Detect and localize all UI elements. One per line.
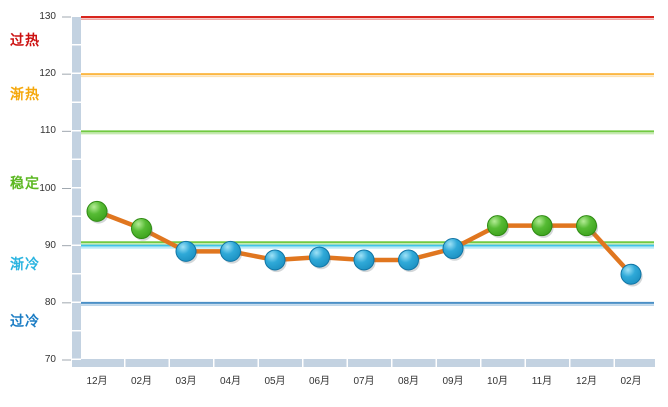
x-tick-label: 10月 bbox=[486, 376, 509, 387]
data-point-02月[interactable] bbox=[620, 263, 642, 285]
x-tick-label: 12月 bbox=[86, 376, 108, 387]
x-tick-label: 03月 bbox=[175, 376, 197, 387]
data-point-06月[interactable] bbox=[309, 246, 330, 268]
zone-label: 过冷 bbox=[10, 313, 40, 330]
y-tick-label: 70 bbox=[44, 354, 56, 365]
data-point-12月[interactable] bbox=[86, 200, 108, 222]
y-tick-label: 110 bbox=[40, 125, 56, 137]
data-point-02月[interactable] bbox=[131, 218, 152, 240]
data-point-11月[interactable] bbox=[531, 215, 553, 237]
x-tick-label: 02月 bbox=[130, 376, 153, 387]
x-tick-label: 11月 bbox=[531, 376, 553, 387]
y-tick-label: 130 bbox=[39, 11, 56, 22]
x-tick-label: 05月 bbox=[264, 376, 286, 387]
x-tick-label: 02月 bbox=[620, 376, 642, 387]
y-tick-label: 90 bbox=[44, 239, 56, 251]
y-tick-label: 120 bbox=[39, 68, 56, 80]
x-tick-label: 12月 bbox=[575, 376, 598, 387]
x-tick-label: 09月 bbox=[442, 376, 464, 387]
x-tick-label: 07月 bbox=[353, 376, 375, 387]
data-point-09月[interactable] bbox=[442, 238, 464, 260]
data-point-12月[interactable] bbox=[576, 215, 597, 237]
data-point-08月[interactable] bbox=[398, 249, 419, 271]
zone-label: 稳定 bbox=[10, 174, 40, 191]
data-point-04月[interactable] bbox=[220, 240, 241, 262]
data-point-05月[interactable] bbox=[264, 249, 286, 271]
data-point-10月[interactable] bbox=[487, 215, 508, 237]
data-point-03月[interactable] bbox=[175, 240, 197, 262]
y-axis-bar bbox=[72, 17, 81, 367]
x-axis-bar bbox=[81, 359, 655, 367]
zone-label: 过热 bbox=[10, 31, 40, 48]
x-tick-label: 04月 bbox=[219, 376, 242, 387]
zone-label: 渐冷 bbox=[10, 255, 40, 272]
y-tick-label: 80 bbox=[44, 296, 56, 308]
x-tick-label: 08月 bbox=[397, 376, 420, 387]
y-tick-label: 100 bbox=[39, 182, 56, 194]
zone-label: 渐热 bbox=[10, 85, 40, 102]
data-point-07月[interactable] bbox=[353, 249, 375, 271]
x-tick-label: 06月 bbox=[308, 376, 331, 387]
